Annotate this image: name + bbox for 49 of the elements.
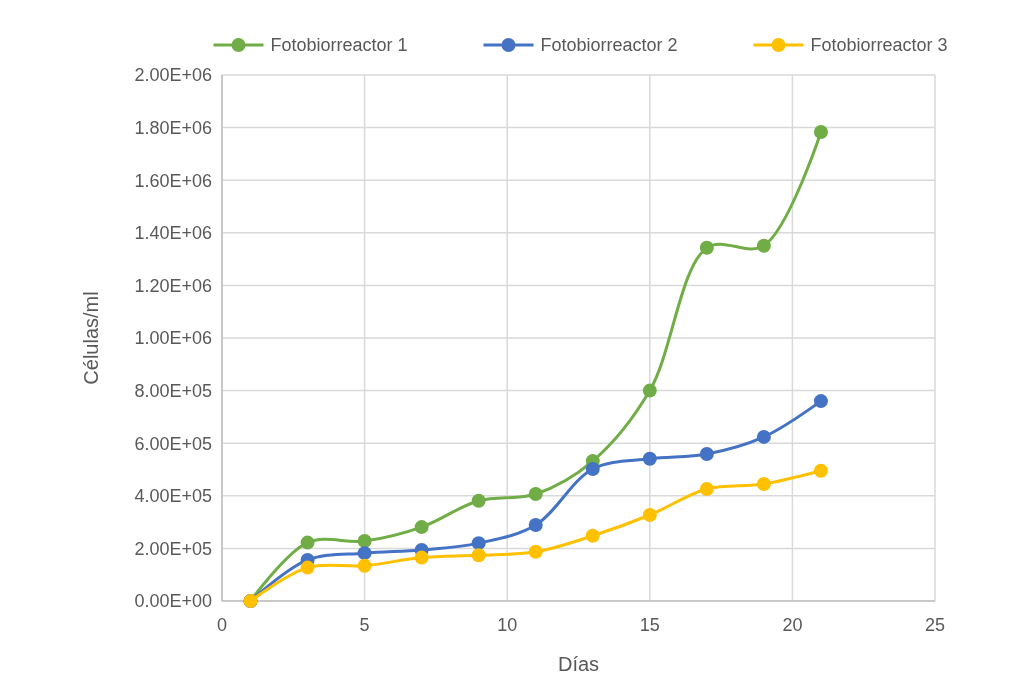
point bbox=[699, 446, 714, 461]
y-tick-label: 1.80E+06 bbox=[134, 117, 212, 138]
y-tick-label: 4.00E+05 bbox=[134, 486, 212, 507]
y-tick-label: 6.00E+05 bbox=[134, 433, 212, 454]
legend-label: Fotobiorreactor 1 bbox=[270, 35, 408, 56]
legend-label: Fotobiorreactor 2 bbox=[540, 35, 678, 56]
point bbox=[357, 546, 372, 561]
point bbox=[471, 493, 486, 508]
x-tick-label: 20 bbox=[782, 615, 803, 635]
y-tick-label: 1.60E+06 bbox=[134, 170, 212, 191]
point bbox=[813, 394, 828, 409]
point bbox=[813, 125, 828, 140]
legend-label: Fotobiorreactor 3 bbox=[810, 35, 948, 56]
point bbox=[756, 476, 771, 491]
point bbox=[642, 451, 657, 466]
point bbox=[471, 548, 486, 563]
y-tick-label: 8.00E+05 bbox=[134, 380, 212, 401]
x-tick-label: 5 bbox=[359, 615, 370, 635]
y-tick-label: 1.00E+06 bbox=[134, 328, 212, 349]
y-axis-title: Células/ml bbox=[80, 291, 102, 385]
point bbox=[414, 550, 429, 565]
point bbox=[585, 528, 600, 543]
x-axis-title: Días bbox=[557, 653, 600, 675]
point bbox=[756, 238, 771, 253]
point bbox=[642, 383, 657, 398]
y-tick-label: 1.20E+06 bbox=[134, 275, 212, 296]
y-tick-label: 2.00E+06 bbox=[134, 65, 212, 86]
point bbox=[528, 517, 543, 532]
x-tick-label: 0 bbox=[216, 615, 228, 635]
point bbox=[756, 429, 771, 444]
point bbox=[528, 544, 543, 559]
x-tick-label: 15 bbox=[639, 615, 660, 635]
point bbox=[699, 481, 714, 496]
point bbox=[699, 240, 714, 255]
point bbox=[300, 535, 315, 550]
x-tick-label: 10 bbox=[497, 615, 518, 635]
y-tick-label: 2.00E+05 bbox=[134, 538, 212, 559]
point bbox=[642, 508, 657, 522]
point bbox=[414, 520, 429, 535]
point bbox=[471, 536, 486, 551]
point bbox=[813, 463, 828, 478]
y-tick-label: 0.00E+00 bbox=[134, 591, 212, 612]
point bbox=[357, 558, 372, 573]
point bbox=[357, 534, 372, 549]
point bbox=[585, 461, 600, 476]
y-tick-label: 1.40E+06 bbox=[134, 223, 212, 244]
point bbox=[300, 560, 315, 575]
point bbox=[528, 486, 543, 501]
x-tick-label: 25 bbox=[924, 615, 946, 635]
